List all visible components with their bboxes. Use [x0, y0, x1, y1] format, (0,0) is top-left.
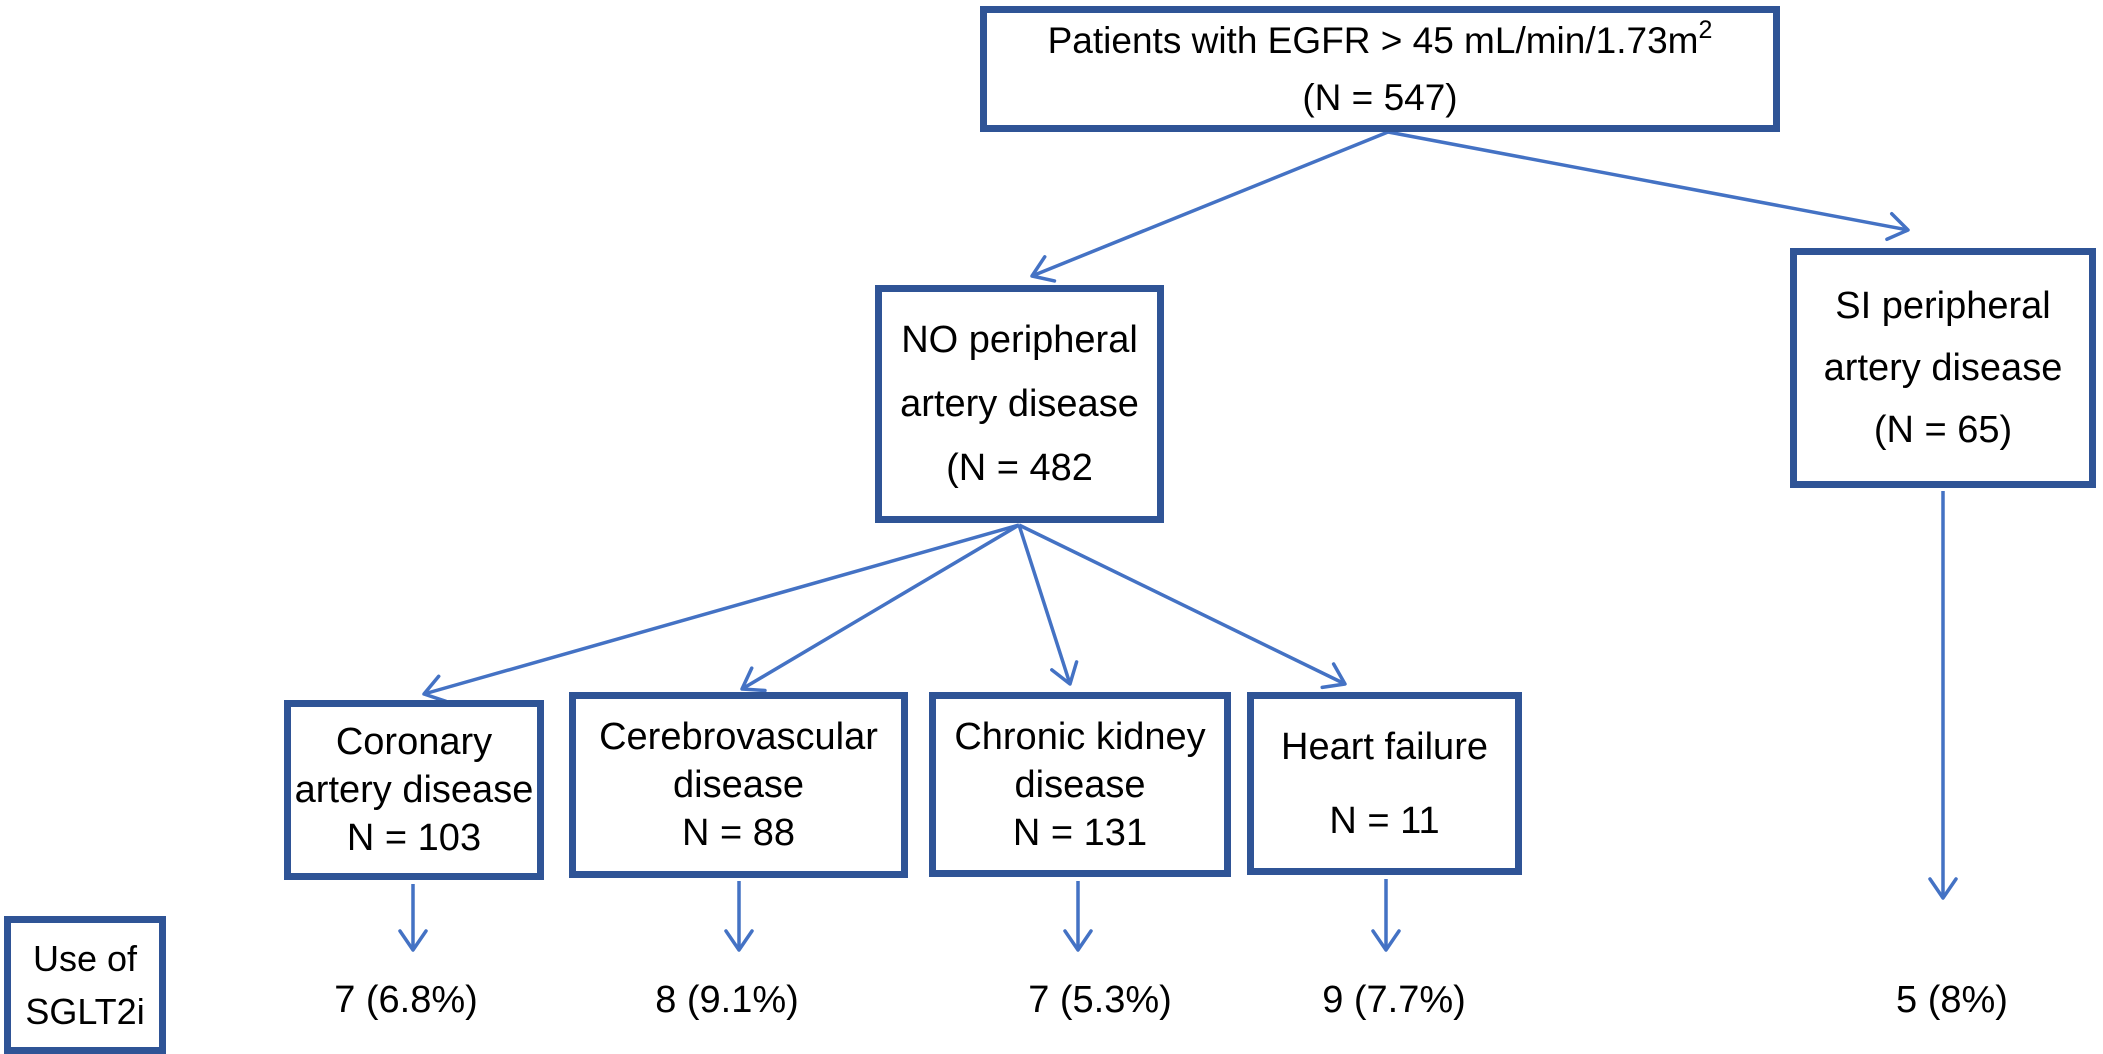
cad-n: N = 103	[346, 817, 482, 859]
hf-line1: Heart failure	[1281, 725, 1488, 768]
arrow-root-to-no-pad	[1030, 130, 1389, 283]
legend-line2: SGLT2i	[25, 991, 145, 1032]
no-pad-line1: NO peripheral	[901, 319, 1138, 361]
arrow-no-pad-to-cad	[422, 523, 1020, 704]
use-of-sglt2i-legend-box: Use of SGLT2i	[4, 916, 166, 1054]
no-peripheral-artery-disease-box: NO peripheral artery disease (N = 482	[875, 285, 1164, 523]
cvd-line2: disease	[673, 764, 804, 806]
cad-line1: Coronary	[335, 721, 493, 763]
arrow-no-pad-to-cvd	[740, 523, 1020, 693]
si-pad-line1: SI peripheral	[1835, 285, 2051, 327]
legend-line1: Use of	[32, 938, 138, 979]
superscript-2: 2	[1698, 16, 1713, 44]
value-si-pad-sglt2i: 5 (8%)	[1896, 979, 2008, 1021]
cvd-n: N = 88	[681, 812, 796, 854]
root-box-title: Patients with EGFR > 45 mL/min/1.73m2	[1047, 16, 1713, 62]
arrow-no-pad-to-ckd	[1017, 524, 1079, 686]
value-ckd-sglt2i: 7 (5.3%)	[1028, 979, 1172, 1021]
arrow-no-pad-to-hf	[1018, 523, 1347, 690]
no-pad-n: (N = 482	[946, 447, 1093, 489]
coronary-artery-disease-box: Coronary artery disease N = 103	[284, 700, 544, 880]
arrow-root-to-si-pad	[1387, 130, 1910, 242]
cerebrovascular-disease-box: Cerebrovascular disease N = 88	[569, 692, 908, 878]
hf-n: N = 11	[1329, 799, 1440, 842]
ckd-line2: disease	[1014, 763, 1146, 806]
si-peripheral-artery-disease-box: SI peripheral artery disease (N = 65)	[1790, 248, 2096, 488]
root-box-patients-egfr: Patients with EGFR > 45 mL/min/1.73m2 (N…	[980, 6, 1780, 132]
root-box-n: (N = 547)	[1302, 77, 1458, 118]
heart-failure-box: Heart failure N = 11	[1247, 692, 1522, 875]
chronic-kidney-disease-box: Chronic kidney disease N = 131	[929, 692, 1231, 877]
ckd-n: N = 131	[1012, 811, 1148, 854]
value-cad-sglt2i: 7 (6.8%)	[334, 979, 478, 1021]
value-cvd-sglt2i: 8 (9.1%)	[655, 979, 799, 1021]
value-hf-sglt2i: 9 (7.7%)	[1322, 979, 1466, 1021]
ckd-line1: Chronic kidney	[954, 715, 1206, 758]
si-pad-n: (N = 65)	[1873, 409, 2013, 451]
cvd-line1: Cerebrovascular	[599, 716, 878, 758]
si-pad-line2: artery disease	[1823, 347, 2063, 389]
no-pad-line2: artery disease	[900, 383, 1139, 425]
cad-line2: artery disease	[294, 769, 534, 811]
